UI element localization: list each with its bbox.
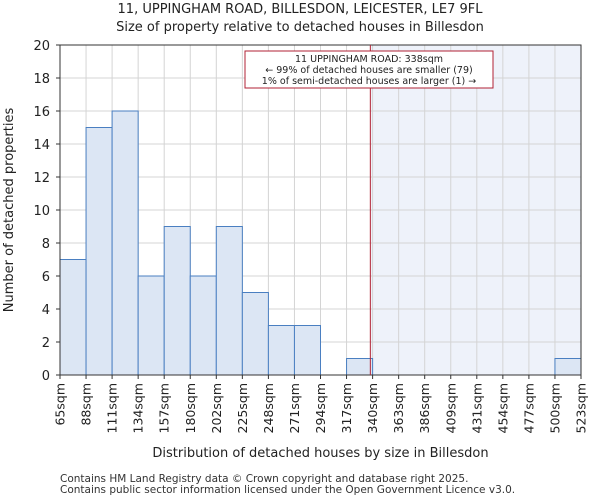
x-tick-label: 134sqm (131, 383, 146, 433)
annotation-line: 1% of semi-detached houses are larger (1… (262, 76, 476, 87)
y-tick-label: 16 (33, 105, 50, 120)
x-tick-label: 157sqm (157, 383, 172, 433)
bar (137, 275, 165, 376)
x-tick-label: 88sqm (79, 383, 94, 426)
bar (346, 358, 374, 376)
y-tick-label: 0 (42, 369, 50, 384)
y-tick-label: 8 (42, 237, 50, 252)
x-tick-label: 409sqm (443, 383, 458, 433)
y-tick-label: 4 (42, 303, 50, 318)
bar (267, 325, 295, 376)
x-tick-label: 248sqm (261, 383, 276, 433)
x-tick-label: 431sqm (469, 383, 484, 433)
footer-line-2: Contains public sector information licen… (60, 484, 516, 496)
chart-title: 11, UPPINGHAM ROAD, BILLESDON, LEICESTER… (117, 2, 483, 17)
x-tick-label: 317sqm (339, 383, 354, 433)
x-tick-label: 271sqm (287, 383, 302, 433)
footer-line-1: Contains HM Land Registry data © Crown c… (60, 473, 469, 485)
x-tick-label: 202sqm (209, 383, 224, 433)
x-tick-label: 180sqm (183, 383, 198, 433)
bar (85, 127, 113, 376)
bar (163, 226, 191, 376)
y-tick-label: 6 (42, 270, 50, 285)
y-axis-label: Number of detached properties (2, 108, 17, 313)
x-tick-label: 523sqm (574, 383, 589, 433)
y-tick-label: 2 (42, 336, 50, 351)
x-tick-label: 386sqm (417, 383, 432, 433)
x-tick-label: 294sqm (313, 383, 328, 433)
bar (189, 275, 217, 376)
y-tick-label: 20 (33, 39, 50, 54)
x-tick-label: 225sqm (235, 383, 250, 433)
annotation-line: 11 UPPINGHAM ROAD: 338sqm (295, 54, 443, 65)
annotation-box (244, 50, 494, 89)
x-tick-label: 500sqm (547, 383, 562, 433)
x-tick-label: 363sqm (391, 383, 406, 433)
chart-subtitle: Size of property relative to detached ho… (116, 20, 484, 35)
y-tick-label: 12 (33, 171, 50, 186)
bar (241, 292, 269, 376)
bar (554, 358, 582, 376)
x-tick-label: 477sqm (521, 383, 536, 433)
y-tick-label: 18 (33, 72, 50, 87)
bar (59, 259, 87, 376)
x-tick-label: 111sqm (105, 383, 120, 433)
bar (111, 110, 139, 376)
x-tick-label: 454sqm (495, 383, 510, 433)
bar (215, 226, 243, 376)
y-tick-label: 10 (33, 204, 50, 219)
annotation-line: ← 99% of detached houses are smaller (79… (265, 65, 472, 76)
x-axis-label: Distribution of detached houses by size … (152, 446, 488, 461)
x-tick-label: 65sqm (53, 383, 68, 426)
bar (293, 325, 322, 376)
x-tick-label: 340sqm (365, 383, 380, 433)
y-tick-label: 14 (33, 138, 50, 153)
